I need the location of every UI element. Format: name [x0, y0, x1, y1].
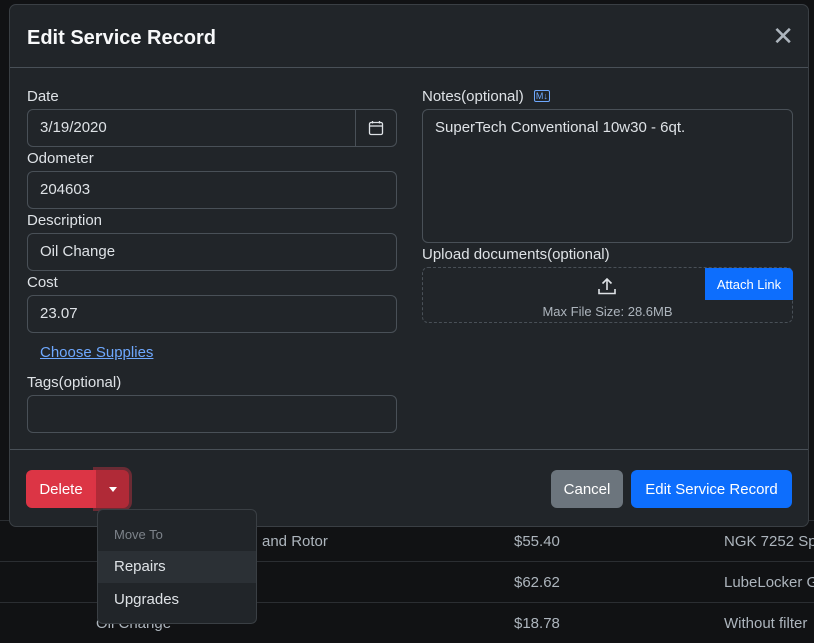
- menu-item-repairs[interactable]: Repairs: [98, 551, 256, 583]
- date-input[interactable]: 3/19/2020: [27, 109, 397, 147]
- max-file-size: Max File Size: 28.6MB: [542, 304, 673, 319]
- edit-service-record-modal: Edit Service Record ✕ Date 3/19/2020 Odo…: [9, 4, 809, 527]
- odometer-label: Odometer: [27, 150, 94, 167]
- cell-notes: Without filter: [724, 615, 808, 632]
- calendar-icon: [368, 121, 384, 136]
- edit-service-record-button[interactable]: Edit Service Record: [631, 470, 792, 508]
- cell-cost: $55.40: [514, 533, 560, 550]
- delete-dropdown-toggle[interactable]: [96, 470, 129, 508]
- date-value: 3/19/2020: [40, 119, 107, 136]
- modal-header: Edit Service Record ✕: [10, 5, 808, 68]
- choose-supplies-link[interactable]: Choose Supplies: [40, 344, 154, 361]
- description-input[interactable]: Oil Change: [27, 233, 397, 271]
- close-icon[interactable]: ✕: [772, 21, 794, 51]
- caret-down-icon: [108, 486, 117, 492]
- tags-input[interactable]: [27, 395, 397, 433]
- description-label: Description: [27, 212, 103, 229]
- upload-icon: [598, 277, 616, 295]
- dropdown-header: Move To: [114, 527, 163, 542]
- cell-notes: LubeLocker G: [724, 574, 814, 591]
- attach-link-button[interactable]: Attach Link: [705, 268, 793, 300]
- cell-cost: $62.62: [514, 574, 560, 591]
- table-row[interactable]: $62.62 LubeLocker G: [0, 561, 814, 602]
- cancel-button[interactable]: Cancel: [551, 470, 623, 508]
- notes-label-text: Notes(optional): [422, 88, 524, 105]
- move-to-dropdown: Move To Repairs Upgrades: [97, 509, 257, 624]
- notes-textarea[interactable]: SuperTech Conventional 10w30 - 6qt.: [422, 109, 793, 243]
- odometer-input[interactable]: 204603: [27, 171, 397, 209]
- date-label: Date: [27, 88, 59, 105]
- markdown-icon[interactable]: M↓: [533, 90, 550, 102]
- modal-footer: Delete Cancel Edit Service Record: [10, 449, 808, 527]
- modal-title: Edit Service Record: [27, 27, 216, 49]
- cost-input[interactable]: 23.07: [27, 295, 397, 333]
- cell-notes: NGK 7252 Sp: [724, 533, 814, 550]
- tags-label: Tags(optional): [27, 374, 122, 391]
- menu-item-upgrades[interactable]: Upgrades: [114, 591, 180, 608]
- delete-button[interactable]: Delete: [26, 470, 96, 508]
- notes-label: Notes(optional) M↓: [422, 88, 550, 105]
- cell-description: and Rotor: [262, 533, 328, 550]
- calendar-button[interactable]: [355, 110, 396, 146]
- cost-label: Cost: [27, 274, 58, 291]
- cell-cost: $18.78: [514, 615, 560, 632]
- file-drop-zone[interactable]: Max File Size: 28.6MB Attach Link: [422, 267, 793, 323]
- upload-label: Upload documents(optional): [422, 246, 610, 263]
